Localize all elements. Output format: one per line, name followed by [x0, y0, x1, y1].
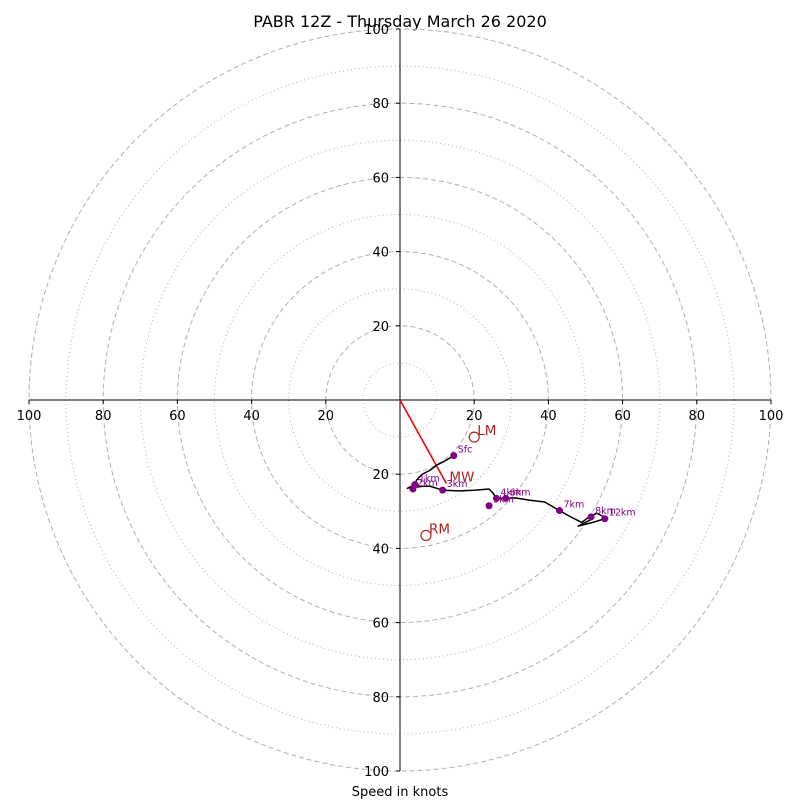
y-tick-label: 80 — [372, 691, 389, 706]
x-tick-label: 100 — [759, 409, 784, 424]
x-tick-label: 20 — [466, 409, 483, 424]
height-point-12km — [601, 515, 609, 523]
height-point-7km — [556, 507, 564, 515]
x-tick-label: 100 — [17, 409, 42, 424]
motion-label-LM: LM — [477, 423, 496, 439]
tick-labels: 100 80 60 40 20 20 40 60 80 100 100 80 60 40 20 20 40 60 8… — [17, 23, 784, 780]
x-tick-label: 60 — [614, 409, 631, 424]
y-tick-label: 80 — [372, 97, 389, 112]
y-tick-label: 60 — [372, 617, 389, 632]
x-tick-label: 80 — [95, 409, 112, 424]
height-label-3km: 3km — [447, 479, 468, 490]
plot-area: Sfc1km2km3km4km5km6km7km8km12kmLMMWRM — [399, 399, 636, 542]
motion-label-RM: RM — [429, 521, 450, 537]
height-point-3km — [439, 486, 447, 494]
height-label-7km: 7km — [564, 500, 585, 511]
motion-marker-RM — [420, 529, 432, 542]
x-tick-label: 40 — [243, 409, 260, 424]
height-point-6km — [502, 494, 510, 502]
x-tick-label: 80 — [689, 409, 706, 424]
motion-marker-LM — [468, 431, 480, 443]
x-tick-label: 20 — [318, 409, 335, 424]
y-tick-label: 100 — [364, 23, 389, 38]
height-label-8km: 8km — [595, 506, 616, 517]
x-tick-label: 40 — [540, 409, 557, 424]
y-tick-label: 20 — [372, 320, 389, 335]
height-label-6km: 6km — [510, 487, 531, 498]
height-label-Sfc: Sfc — [458, 445, 473, 456]
height-point-2km — [409, 485, 417, 493]
y-tick-label: 60 — [372, 171, 389, 186]
height-point-Sfc — [450, 452, 458, 460]
height-label-1km: 1km — [419, 474, 440, 485]
y-tick-label: 100 — [364, 765, 389, 780]
height-point-4km — [492, 494, 500, 502]
y-tick-label: 20 — [372, 468, 389, 483]
chart-title: PABR 12Z - Thursday March 26 2020 — [253, 12, 547, 31]
height-label-12km: 12km — [609, 508, 636, 519]
x-tick-label: 60 — [169, 409, 186, 424]
motion-label-MW: MW — [449, 469, 474, 485]
y-tick-label: 40 — [372, 246, 389, 261]
height-label-4km: 4km — [500, 487, 521, 498]
y-tick-label: 40 — [372, 542, 389, 557]
mean-wind-vector — [399, 399, 448, 484]
height-point-8km — [587, 513, 595, 521]
height-label-2km: 2km — [417, 478, 438, 489]
x-axis-label: Speed in knots — [352, 785, 449, 800]
height-point-5km — [485, 502, 493, 510]
